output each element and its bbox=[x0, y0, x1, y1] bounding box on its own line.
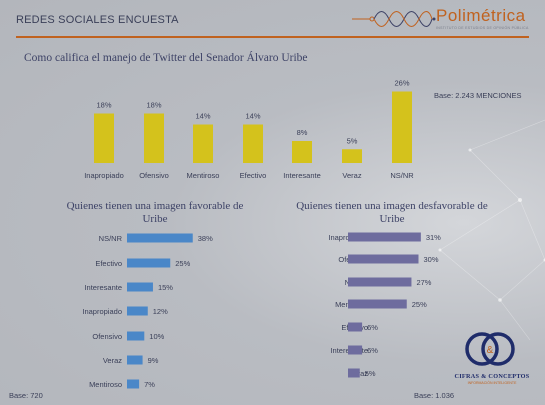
bar-nsnr bbox=[392, 91, 412, 163]
bar-value-label: 5% bbox=[365, 369, 376, 378]
header-divider bbox=[16, 36, 529, 38]
polimetrica-logo-subtitle: INSTITUTO DE ESTUDIOS DE OPINIÓN PÚBLICA bbox=[436, 26, 529, 30]
bar-category-label: Interesante bbox=[283, 171, 321, 180]
bar-value-label: 27% bbox=[416, 278, 431, 287]
bar-value-label: 25% bbox=[175, 259, 190, 268]
cifras-conceptos-tagline: INFORMACIÓN INTELIGENTE bbox=[467, 381, 517, 385]
bar-inapropiado bbox=[94, 113, 114, 163]
bar-nsnr bbox=[127, 233, 193, 243]
favorable-bar-chart: NS/NR 38% Efectivo 25% Interesante 15% Inaprop… bbox=[82, 233, 213, 389]
bar-category-label: NS/NR bbox=[390, 171, 414, 180]
bar-category-label: Veraz bbox=[342, 171, 361, 180]
favorable-chart-title: Quienes tienen una imagen favorable de U… bbox=[66, 200, 244, 225]
bar-category-label: Efectivo bbox=[240, 171, 267, 180]
bar-value-label: 18% bbox=[96, 101, 111, 110]
bar-value-label: 7% bbox=[144, 380, 155, 389]
bar-ofensivo bbox=[144, 113, 164, 163]
bar-category-label: Efectivo bbox=[95, 259, 122, 268]
bar-value-label: 30% bbox=[424, 255, 439, 264]
bar-value-label: 9% bbox=[148, 356, 159, 365]
header-title: REDES SOCIALES ENCUESTA bbox=[16, 14, 179, 26]
bar-value-label: 15% bbox=[158, 283, 173, 292]
bar-value-label: 6% bbox=[367, 346, 378, 355]
bar-ofensivo bbox=[348, 254, 419, 264]
top-chart-title: Como califica el manejo de Twitter del S… bbox=[24, 52, 308, 64]
bar-veraz bbox=[127, 355, 143, 365]
bar-interesante bbox=[292, 141, 312, 163]
cifras-conceptos-logo-icon: & bbox=[465, 332, 515, 366]
bar-value-label: 31% bbox=[426, 233, 441, 242]
bar-efectivo bbox=[348, 322, 363, 332]
bar-category-label: Veraz bbox=[103, 356, 122, 365]
bar-category-label: Interesante bbox=[84, 283, 122, 292]
svg-text:&: & bbox=[487, 345, 494, 356]
bar-value-label: 12% bbox=[153, 307, 168, 316]
favorable-base-note: Base: 720 bbox=[9, 391, 43, 400]
bar-value-label: 18% bbox=[146, 101, 161, 110]
bar-category-label: NS/NR bbox=[99, 234, 123, 243]
unfavorable-base-note: Base: 1.036 bbox=[414, 391, 455, 400]
bar-inapropiado bbox=[348, 232, 421, 242]
polimetrica-logo-text: Polimétrica bbox=[436, 6, 526, 25]
bar-category-label: Mentiroso bbox=[89, 380, 122, 389]
bar-interesante bbox=[127, 282, 153, 292]
bar-veraz bbox=[348, 368, 360, 378]
bar-category-label: Inapropiado bbox=[84, 171, 124, 180]
bar-nsnr bbox=[348, 277, 412, 287]
bar-efectivo bbox=[243, 124, 263, 163]
bar-value-label: 25% bbox=[412, 300, 427, 309]
bar-inapropiado bbox=[127, 306, 148, 316]
bar-value-label: 38% bbox=[198, 234, 213, 243]
bar-interesante bbox=[348, 345, 363, 355]
bar-value-label: 26% bbox=[394, 79, 409, 88]
bar-efectivo bbox=[127, 258, 171, 268]
bar-value-label: 14% bbox=[245, 112, 260, 121]
top-bar-chart: 18% Inapropiado 18% Ofensivo 14% Mentiroso 14%… bbox=[84, 79, 414, 181]
bar-value-label: 14% bbox=[195, 112, 210, 121]
bar-mentiroso bbox=[193, 124, 213, 163]
bar-value-label: 6% bbox=[367, 323, 378, 332]
bar-category-label: Ofensivo bbox=[139, 171, 169, 180]
cifras-conceptos-name: CIFRAS & CONCEPTOS bbox=[454, 373, 530, 380]
bar-value-label: 10% bbox=[149, 332, 164, 341]
bar-category-label: Ofensivo bbox=[92, 332, 122, 341]
polimetrica-logo-icon bbox=[352, 11, 436, 27]
bar-value-label: 8% bbox=[297, 128, 308, 137]
bar-veraz bbox=[342, 149, 362, 163]
top-chart-base-note: Base: 2.243 MENCIONES bbox=[434, 91, 522, 100]
bar-category-label: Inapropiado bbox=[82, 307, 122, 316]
bar-ofensivo bbox=[127, 331, 145, 341]
bar-value-label: 5% bbox=[347, 136, 358, 145]
unfavorable-chart-title: Quienes tienen una imagen desfavorable d… bbox=[296, 200, 488, 225]
bar-mentiroso bbox=[348, 299, 407, 309]
bar-mentiroso bbox=[127, 379, 140, 389]
bar-category-label: Mentiroso bbox=[187, 171, 220, 180]
